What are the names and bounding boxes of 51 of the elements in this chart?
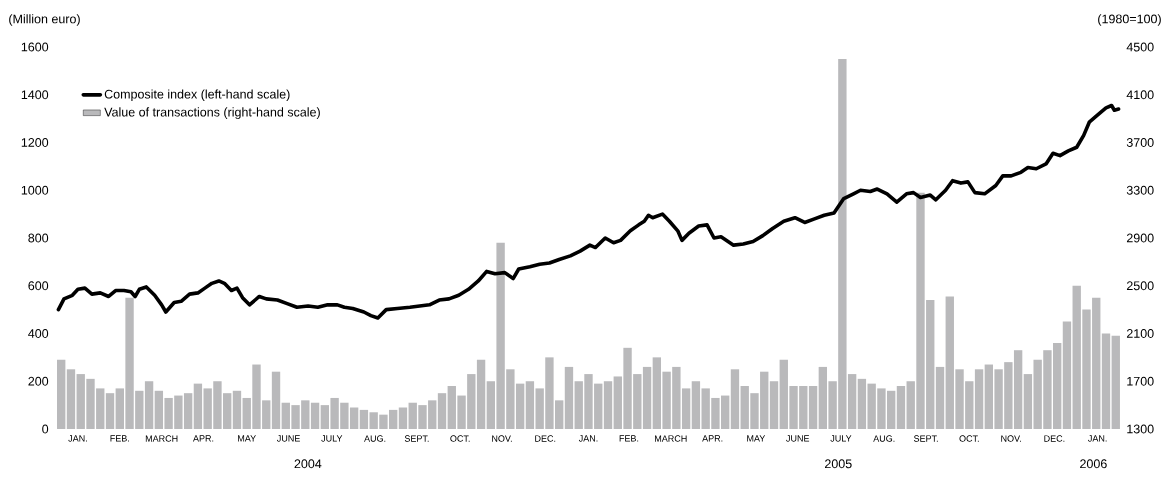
x-tick-label: MARCH (655, 435, 687, 442)
x-tick-label: JUNE (276, 435, 300, 442)
x-tick-label: OCT. (959, 435, 979, 442)
y-tick-label: 0 (42, 424, 49, 434)
y-tick-label: 1200 (21, 138, 49, 147)
x-tick-label: DEC. (535, 435, 556, 442)
x-tick-label: FEB. (619, 435, 639, 442)
y-tick-label: 1400 (21, 90, 49, 100)
x-tick-label: SEPT. (913, 435, 938, 442)
x-tick-label: APR. (702, 435, 723, 442)
legend-label: Composite index (left-hand scale) (104, 89, 290, 102)
y2-tick-label: 3700 (1126, 138, 1154, 147)
x-tick-label: NOV. (492, 435, 512, 442)
y2-tick-label: 2900 (1126, 233, 1154, 243)
x-tick-label: MAY (747, 435, 766, 442)
x-tick-label: DEC. (1044, 435, 1065, 442)
y2-tick-label: 2500 (1126, 281, 1154, 291)
y2-axis-title: (1980=100) (1098, 14, 1161, 26)
x-tick-label: SEPT. (404, 435, 429, 442)
x-tick-label: AUG. (364, 435, 386, 442)
text: 2004 (294, 459, 322, 469)
y-tick-label: 200 (28, 376, 49, 386)
x-tick-label: NOV. (1001, 435, 1021, 442)
x-tick-label: FEB. (110, 435, 129, 442)
y-tick-label: 1000 (21, 185, 49, 195)
y2-tick-label: 3300 (1126, 185, 1154, 195)
x-tick-label: AUG. (873, 435, 895, 442)
y2-tick-label: 4500 (1126, 42, 1154, 52)
y-tick-label: 400 (28, 329, 49, 338)
x-tick-label: JAN. (1088, 435, 1107, 442)
y-tick-label: 800 (28, 233, 49, 243)
text: 2005 (825, 459, 852, 469)
x-tick-label: JAN. (68, 435, 87, 442)
legend-label: Value of transactions (right-hand scale) (104, 107, 320, 119)
y2-tick-label: 2100 (1126, 329, 1154, 338)
y-tick-label: 1600 (21, 42, 49, 52)
y-tick-label: 600 (28, 281, 49, 291)
y2-tick-label: 1700 (1127, 376, 1154, 386)
text: 2006 (1080, 459, 1107, 469)
x-tick-label: APR. (193, 435, 214, 442)
y-axis-title: (Million euro) (9, 14, 80, 26)
x-tick-label: JUNE (786, 435, 810, 442)
x-tick-label: MARCH (145, 435, 178, 442)
x-tick-label: OCT. (450, 435, 470, 442)
x-tick-label: MAY (238, 435, 256, 442)
x-tick-label: JULY (830, 435, 852, 442)
x-tick-label: JULY (321, 435, 343, 442)
y2-tick-label: 1300 (1127, 424, 1154, 434)
x-tick-label: JAN. (578, 435, 598, 442)
y2-tick-label: 4100 (1126, 90, 1154, 100)
line-series (56, 103, 1121, 320)
